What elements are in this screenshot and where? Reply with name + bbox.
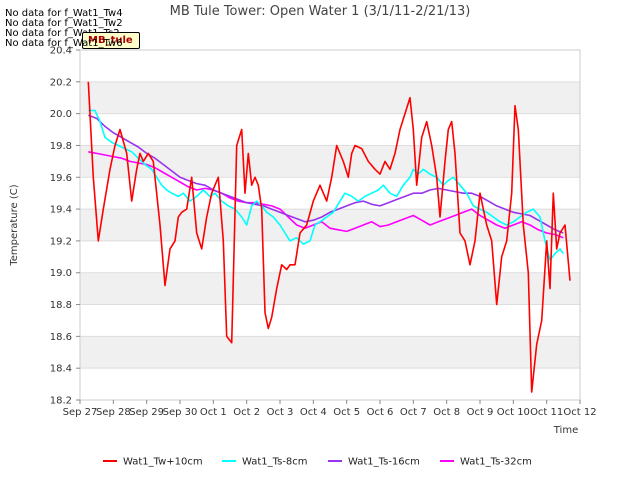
y-tick-label: 20.2 — [50, 77, 72, 88]
legend: Wat1_Tw+10cm Wat1_Ts-8cm Wat1_Ts-16cm Wat1_… — [103, 457, 532, 468]
no-data-message-tw6: No data for f_Wat1_Tw6 — [5, 38, 123, 49]
series-line-1 — [87, 81, 571, 393]
y-tick-label: 20.0 — [50, 109, 72, 120]
y-tick-label: 18.4 — [50, 364, 72, 375]
x-tick-label: Oct 11 — [530, 407, 563, 418]
background-band — [80, 336, 580, 369]
background-band — [80, 81, 580, 114]
y-tick-label: 19.0 — [50, 268, 72, 279]
no-data-message-tw2: No data for f_Wat1_Tw2 — [5, 18, 123, 29]
y-tick-label: 18.6 — [50, 332, 72, 343]
site-badge: MB_tule — [82, 32, 140, 49]
no-data-message-ts2: No data for f_Wat1_Ts2 — [5, 28, 120, 39]
x-tick-label: Oct 12 — [563, 407, 596, 418]
y-axis-ticks: 18.2 18.4 18.6 18.8 19.0 19.2 19.4 19.6 19.8 20.0… — [50, 46, 80, 407]
x-tick-label: Oct 1 — [200, 407, 227, 418]
x-tick-label: Oct 2 — [233, 407, 260, 418]
x-tick-label: Oct 9 — [467, 407, 494, 418]
y-tick-label: 19.2 — [50, 236, 72, 247]
series-line-4 — [88, 151, 564, 239]
series-line-3 — [88, 114, 564, 234]
background-band — [80, 272, 580, 305]
y-tick-label: 20.4 — [50, 46, 72, 57]
y-axis-label: Temperature (C) — [9, 184, 20, 266]
plot-frame — [79, 49, 581, 401]
x-tick-label: Sep 27 — [63, 407, 98, 418]
x-tick-label: Oct 5 — [333, 407, 360, 418]
x-tick-label: Sep 28 — [96, 407, 131, 418]
x-tick-label: Oct 4 — [300, 407, 327, 418]
y-tick-label: 19.8 — [50, 141, 72, 152]
x-tick-label: Oct 10 — [497, 407, 530, 418]
plot-background-bands — [80, 81, 580, 369]
no-data-message-tw4: No data for f_Wat1_Tw4 — [5, 8, 123, 19]
x-tick-label: Oct 3 — [267, 407, 294, 418]
x-tick-label: Oct 6 — [367, 407, 394, 418]
y-tick-label: 19.4 — [50, 205, 72, 216]
legend-label-3: Wat1_Ts-16cm — [348, 457, 420, 468]
x-tick-label: Sep 30 — [163, 407, 198, 418]
legend-label-2: Wat1_Ts-8cm — [242, 457, 308, 468]
x-tick-label: Oct 7 — [400, 407, 427, 418]
x-axis-label: Time — [553, 425, 578, 436]
y-tick-label: 19.6 — [50, 173, 72, 184]
series-line-2 — [88, 109, 564, 261]
legend-label-4: Wat1_Ts-32cm — [460, 457, 532, 468]
y-tick-label: 18.8 — [50, 300, 72, 311]
x-tick-label: Oct 8 — [433, 407, 460, 418]
series-layer — [87, 81, 571, 393]
chart-title: MB Tule Tower: Open Water 1 (3/1/11-2/21… — [170, 4, 471, 19]
legend-label-1: Wat1_Tw+10cm — [123, 457, 203, 468]
x-tick-label: Sep 29 — [129, 407, 164, 418]
y-tick-label: 18.2 — [50, 396, 72, 407]
